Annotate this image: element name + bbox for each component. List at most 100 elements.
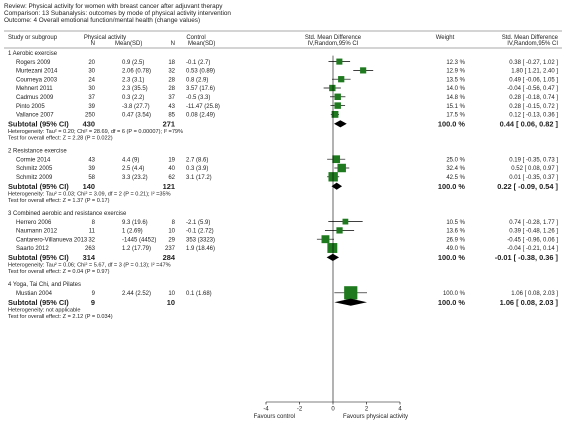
heterogeneity-text: Heterogeneity: Tau² = 0.03; Chi² = 3.09,… bbox=[8, 191, 171, 197]
study-msd-pa: 2.44 (2.52) bbox=[122, 291, 151, 297]
favours-control-label: Favours control bbox=[254, 414, 295, 420]
subtotal-n-pa: 314 bbox=[83, 253, 96, 262]
study-name: Saarto 2012 bbox=[16, 246, 49, 252]
study-msd-pa: 0.3 (2.2) bbox=[122, 95, 144, 101]
study-n-pa: 37 bbox=[88, 95, 95, 101]
col-header-smd-right-method: IV,Random,95% CI bbox=[507, 41, 558, 47]
study-name: Schmitz 2009 bbox=[16, 175, 53, 181]
study-n-pa: 263 bbox=[85, 246, 96, 252]
study-weight: 12.9 % bbox=[446, 69, 465, 75]
study-msd-pa: 1 (2.69) bbox=[122, 229, 143, 235]
study-msd-control: 3.1 (17.2) bbox=[186, 175, 212, 181]
study-n-control: 237 bbox=[165, 246, 176, 252]
study-n-pa: 39 bbox=[88, 104, 95, 110]
subgroup-label: 3 Combined aerobic and resistance exerci… bbox=[8, 211, 127, 217]
study-n-control: 85 bbox=[168, 113, 175, 119]
study-msd-pa: 0.9 (2.5) bbox=[122, 60, 144, 66]
study-n-pa: 30 bbox=[88, 86, 95, 92]
overall-effect-text: Test for overall effect: Z = 1.37 (P = 0… bbox=[8, 198, 110, 204]
study-n-control: 62 bbox=[168, 175, 175, 181]
subtotal-label: Subtotal (95% CI) bbox=[8, 182, 69, 191]
study-msd-control: 353 (3323) bbox=[186, 237, 215, 243]
study-marker bbox=[331, 110, 339, 118]
subgroup-label: 4 Yoga, Tai Chi, and Pilates bbox=[8, 282, 81, 288]
study-msd-control: -11.47 (25.8) bbox=[186, 104, 220, 110]
study-msd-pa: 9.3 (19.6) bbox=[122, 220, 148, 226]
overall-effect-text: Test for overall effect: Z = 2.28 (P = 0… bbox=[8, 136, 113, 142]
col-header-msd-control: Mean(SD) bbox=[188, 41, 215, 47]
study-marker bbox=[344, 286, 358, 300]
subtotal-label: Subtotal (95% CI) bbox=[8, 253, 69, 262]
study-n-pa: 30 bbox=[88, 69, 95, 75]
study-msd-control: -0.5 (3.3) bbox=[186, 95, 210, 101]
study-n-pa: 32 bbox=[88, 237, 95, 243]
subtotal-diamond bbox=[331, 182, 343, 190]
study-ci: -0.04 [ -0.21, 0.14 ] bbox=[507, 246, 558, 252]
comparison-title: Comparison: 13 Subanalysis: outcomes by … bbox=[4, 10, 231, 17]
study-msd-control: 1.9 (18.46) bbox=[186, 246, 215, 252]
study-weight: 14.0 % bbox=[446, 86, 465, 92]
review-title: Review: Physical activity for women with… bbox=[4, 3, 223, 10]
study-ci: 0.12 [ -0.13, 0.36 ] bbox=[509, 113, 558, 119]
study-msd-pa: -3.8 (27.7) bbox=[122, 104, 150, 110]
study-weight: 15.1 % bbox=[446, 104, 465, 110]
study-ci: 0.49 [ -0.06, 1.05 ] bbox=[509, 77, 558, 83]
study-n-control: 19 bbox=[168, 157, 175, 163]
study-ci: 0.74 [ -0.28, 1.77 ] bbox=[509, 220, 558, 226]
study-msd-pa: 0.47 (3.54) bbox=[122, 113, 151, 119]
study-ci: 0.01 [ -0.35, 0.37 ] bbox=[509, 175, 558, 181]
study-name: Naumann 2012 bbox=[16, 229, 58, 235]
study-n-control: 43 bbox=[168, 104, 175, 110]
study-msd-pa: 2.5 (4.4) bbox=[122, 166, 144, 172]
study-ci: 0.28 [ -0.15, 0.72 ] bbox=[509, 104, 558, 110]
study-n-control: 10 bbox=[168, 229, 175, 235]
subtotal-ci: 0.44 [ 0.06, 0.82 ] bbox=[500, 119, 559, 128]
study-name: Herrero 2006 bbox=[16, 220, 52, 226]
study-n-pa: 24 bbox=[88, 77, 95, 83]
overall-effect-text: Test for overall effect: Z = 2.12 (P = 0… bbox=[8, 314, 113, 320]
subtotal-label: Subtotal (95% CI) bbox=[8, 298, 69, 307]
study-n-control: 28 bbox=[168, 77, 175, 83]
study-n-control: 40 bbox=[168, 166, 175, 172]
subtotal-n-pa: 430 bbox=[83, 119, 95, 128]
col-header-study: Study or subgroup bbox=[8, 35, 58, 41]
subtotal-weight: 100.0 % bbox=[438, 253, 466, 262]
study-msd-pa: -1445 (4452) bbox=[122, 237, 156, 243]
study-msd-control: 0.08 (2.49) bbox=[186, 113, 215, 119]
overall-effect-text: Test for overall effect: Z = 0.04 (P = 0… bbox=[8, 269, 110, 275]
study-ci: -0.45 [ -0.96, 0.06 ] bbox=[507, 237, 558, 243]
study-msd-control: -0.1 (2.72) bbox=[186, 229, 214, 235]
col-header-smd-right: Std. Mean Difference bbox=[502, 35, 559, 41]
study-msd-pa: 4.4 (9) bbox=[122, 157, 139, 163]
study-marker bbox=[338, 76, 345, 83]
subtotal-n-control: 10 bbox=[167, 298, 175, 307]
study-weight: 49.0 % bbox=[446, 246, 465, 252]
subtotal-ci: 1.06 [ 0.08, 2.03 ] bbox=[500, 298, 559, 307]
study-marker bbox=[336, 227, 343, 234]
study-n-pa: 58 bbox=[88, 175, 95, 181]
study-msd-control: -0.1 (2.7) bbox=[186, 60, 210, 66]
study-marker bbox=[321, 235, 330, 244]
study-ci: 1.80 [ 1.21, 2.40 ] bbox=[511, 69, 558, 75]
study-name: Courneya 2003 bbox=[16, 77, 58, 83]
study-n-pa: 43 bbox=[88, 157, 95, 163]
col-header-n-pa: N bbox=[91, 41, 95, 47]
study-n-pa: 11 bbox=[89, 229, 96, 235]
col-header-weight: Weight bbox=[436, 35, 455, 41]
col-header-smd: Std. Mean Difference bbox=[305, 35, 362, 41]
heterogeneity-text: Heterogeneity: Tau² = 0.20; Chi² = 28.69… bbox=[8, 129, 183, 135]
study-name: Cadmus 2009 bbox=[16, 95, 54, 101]
study-ci: 0.19 [ -0.35, 0.73 ] bbox=[509, 157, 558, 163]
subtotal-n-pa: 140 bbox=[83, 182, 95, 191]
study-n-control: 8 bbox=[172, 220, 176, 226]
col-header-msd-pa: Mean(SD) bbox=[115, 41, 142, 47]
study-name: Murtezani 2014 bbox=[16, 69, 58, 75]
study-weight: 32.4 % bbox=[446, 166, 465, 172]
study-marker bbox=[342, 218, 349, 225]
subtotal-weight: 100.0 % bbox=[438, 298, 466, 307]
study-weight: 13.5 % bbox=[446, 77, 465, 83]
study-weight: 26.9 % bbox=[446, 237, 465, 243]
study-msd-pa: 3.3 (23.2) bbox=[122, 175, 148, 181]
subtotal-n-control: 271 bbox=[163, 119, 175, 128]
study-ci: -0.04 [ -0.56, 0.47 ] bbox=[507, 86, 558, 92]
